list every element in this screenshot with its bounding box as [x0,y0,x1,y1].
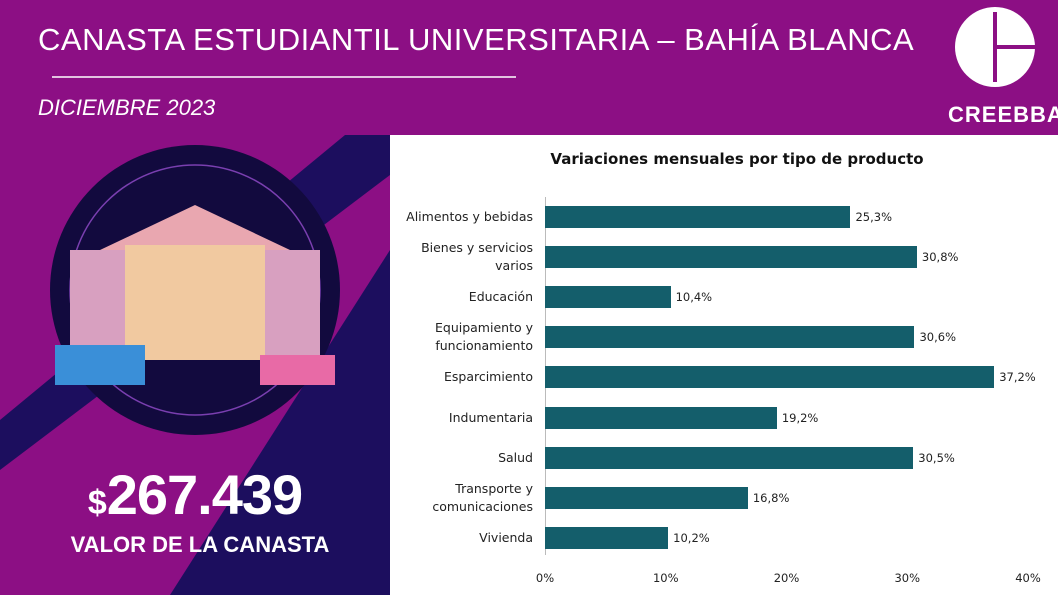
category-label: Alimentos y bebidas [406,209,533,224]
bar [545,486,748,509]
category-label: Educación [468,289,533,305]
bar [545,366,995,389]
amount-value: 267.439 [106,463,303,526]
bar [545,526,669,549]
value-label: 10,4% [675,290,713,305]
value-label: 30,5% [918,450,955,465]
category-label: Bienes y servicios varios [421,240,533,274]
category-label: Indumentaria [448,409,533,425]
category-label: Equipamiento y funcionamiento [434,320,533,354]
x-tick-label: 20% [773,571,800,585]
category-label: Vivienda [479,529,533,545]
category-label: Transporte y comunicaciones [432,480,533,514]
value-label: 37,2% [999,370,1036,385]
x-tick-label: 10% [652,571,679,585]
x-tick-label: 0% [535,571,555,585]
x-tick-label: 40% [1015,571,1041,585]
header-date: DICIEMBRE 2023 [38,95,216,120]
bar [545,406,777,429]
category-label: Esparcimiento [443,369,533,385]
currency: $ [87,484,107,522]
bar [545,206,851,228]
bar [545,446,914,469]
bar [545,286,671,309]
bar [545,246,917,269]
x-tick-label: 30% [894,571,921,585]
amount-label: VALOR DE LA CANASTA [70,532,330,557]
chart-title: Variaciones mensuales por tipo de produc… [550,150,924,168]
logo-text: CREEBBA [948,102,1058,127]
bar [545,326,915,349]
value-label: 25,3% [855,210,893,224]
amount: $267.439 [0,462,390,527]
value-label: 19,2% [781,410,819,425]
value-label: 16,8% [752,490,790,505]
header-title: CANASTA ESTUDIANTIL UNIVERSITARIA – BAHÍ… [38,22,915,57]
category-label: Salud [498,449,533,465]
value-label: 30,8% [921,250,959,265]
value-label: 30,6% [919,330,957,345]
value-label: 10,2% [673,530,710,545]
